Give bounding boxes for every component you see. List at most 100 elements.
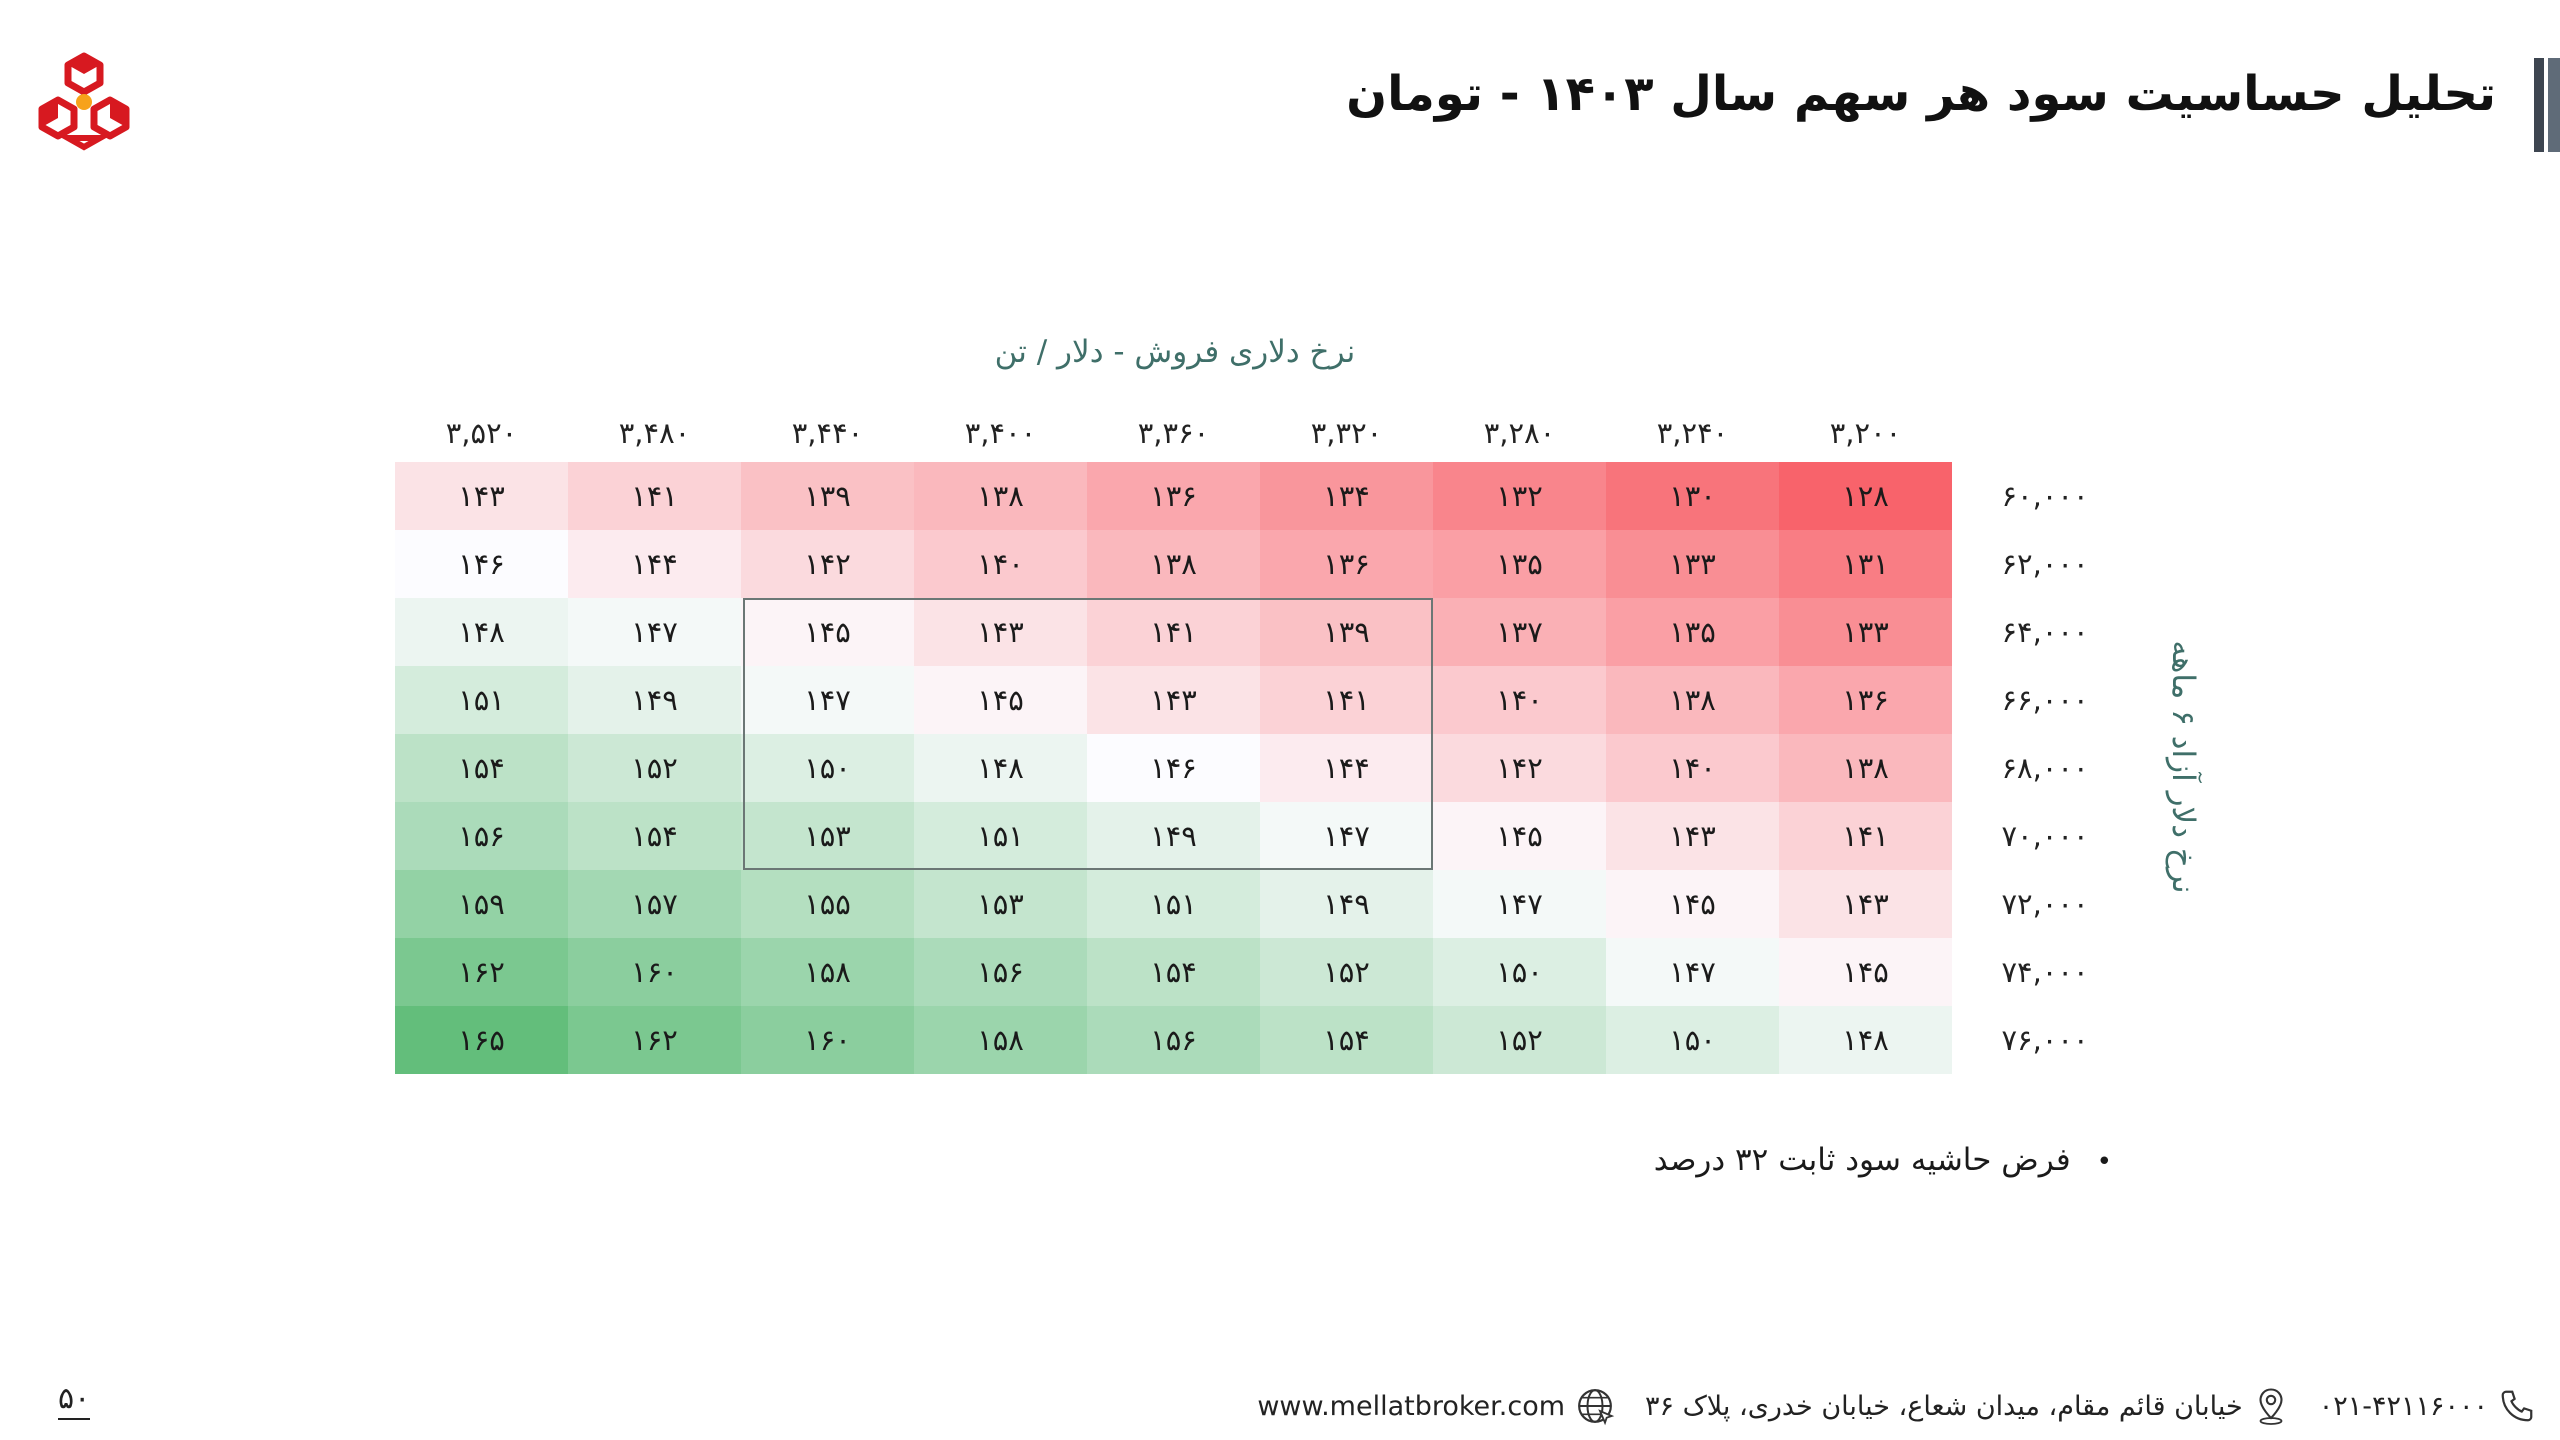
table-cell: ۱۴۳ [1087,666,1260,734]
table-cell: ۱۵۴ [1260,1006,1433,1074]
page-number: ۵۰ [58,1381,91,1420]
globe-icon [1578,1389,1615,1426]
column-header: ۳,۴۴۰ [791,416,864,450]
table-cell: ۱۴۷ [568,598,741,666]
table-cell: ۱۴۱ [1779,802,1952,870]
table-cell: ۱۴۲ [741,530,914,598]
website-link: www.mellatbroker.com [1257,1390,1566,1422]
row-header: ۶۶,۰۰۰ [2001,683,2089,717]
table-cell: ۱۵۳ [914,870,1087,938]
table-cell: ۱۵۴ [395,734,568,802]
column-axis-label: نرخ دلاری فروش - دلار / تن [994,334,1356,370]
row-header: ۷۶,۰۰۰ [2001,1023,2089,1057]
column-header: ۳,۵۲۰ [445,416,518,450]
table-cell: ۱۳۵ [1606,598,1779,666]
table-cell: ۱۵۶ [395,802,568,870]
table-cell: ۱۳۹ [1260,598,1433,666]
table-cell: ۱۴۹ [1087,802,1260,870]
phone-icon [2501,1390,2533,1422]
table-cell: ۱۴۰ [1433,666,1606,734]
table-cell: ۱۴۷ [1606,938,1779,1006]
table-cell: ۱۵۶ [1087,1006,1260,1074]
table-cell: ۱۳۵ [1433,530,1606,598]
page-title: تحلیل حساسیت سود هر سهم سال ۱۴۰۳ - تومان [1346,66,2496,122]
phone-number: ۰۲۱-۴۲۱۱۶۰۰۰ [2318,1390,2488,1422]
table-cell: ۱۵۸ [741,938,914,1006]
table-cell: ۱۴۵ [914,666,1087,734]
table-cell: ۱۴۸ [914,734,1087,802]
table-cell: ۱۴۶ [395,530,568,598]
row-header: ۶۰,۰۰۰ [2001,479,2089,513]
footer: ۰۲۱-۴۲۱۱۶۰۰۰ خیابان قائم مقام، میدان شعا… [1227,1386,2536,1426]
row-header: ۷۲,۰۰۰ [2001,887,2089,921]
column-header: ۳,۲۸۰ [1483,416,1556,450]
table-cell: ۱۵۰ [1606,1006,1779,1074]
table-cell: ۱۴۷ [1433,870,1606,938]
table-cell: ۱۳۱ [1779,530,1952,598]
column-header: ۳,۳۲۰ [1310,416,1383,450]
table-cell: ۱۳۰ [1606,462,1779,530]
table-cell: ۱۵۶ [914,938,1087,1006]
table-cell: ۱۴۵ [741,598,914,666]
row-header: ۷۴,۰۰۰ [2001,955,2089,989]
table-cell: ۱۵۲ [1433,1006,1606,1074]
table-cell: ۱۴۳ [1606,802,1779,870]
table-cell: ۱۴۷ [1260,802,1433,870]
table-cell: ۱۴۴ [1260,734,1433,802]
table-cell: ۱۴۰ [1606,734,1779,802]
table-cell: ۱۵۲ [1260,938,1433,1006]
table-cell: ۱۶۲ [568,1006,741,1074]
table-cell: ۱۳۳ [1606,530,1779,598]
table-cell: ۱۴۸ [395,598,568,666]
table-cell: ۱۵۵ [741,870,914,938]
row-axis-label: نرخ دلار آزاد ۶ ماهه [2165,640,2201,894]
table-cell: ۱۳۳ [1779,598,1952,666]
column-header: ۳,۲۴۰ [1656,416,1729,450]
bullet-icon: • [2096,1147,2112,1177]
footer-website[interactable]: www.mellatbroker.com [1257,1386,1615,1426]
table-cell: ۱۵۹ [395,870,568,938]
table-cell: ۱۲۸ [1779,462,1952,530]
column-header: ۳,۴۰۰ [964,416,1037,450]
column-header: ۳,۳۶۰ [1137,416,1210,450]
table-cell: ۱۵۱ [914,802,1087,870]
table-cell: ۱۴۹ [568,666,741,734]
table-cell: ۱۳۷ [1433,598,1606,666]
table-cell: ۱۳۸ [1087,530,1260,598]
table-cell: ۱۵۰ [741,734,914,802]
table-cell: ۱۴۱ [1260,666,1433,734]
table-cell: ۱۵۱ [1087,870,1260,938]
table-cell: ۱۳۲ [1433,462,1606,530]
table-cell: ۱۵۸ [914,1006,1087,1074]
table-cell: ۱۴۵ [1606,870,1779,938]
table-cell: ۱۶۲ [395,938,568,1006]
table-cell: ۱۴۱ [568,462,741,530]
table-cell: ۱۴۷ [741,666,914,734]
table-cell: ۱۵۴ [1087,938,1260,1006]
table-cell: ۱۴۳ [914,598,1087,666]
table-cell: ۱۴۶ [1087,734,1260,802]
column-header: ۳,۴۸۰ [618,416,691,450]
table-cell: ۱۵۰ [1433,938,1606,1006]
table-cell: ۱۳۸ [1606,666,1779,734]
row-header: ۷۰,۰۰۰ [2001,819,2089,853]
table-cell: ۱۵۱ [395,666,568,734]
table-cell: ۱۴۴ [568,530,741,598]
table-cell: ۱۴۱ [1087,598,1260,666]
footer-phone[interactable]: ۰۲۱-۴۲۱۱۶۰۰۰ [2319,1387,2536,1425]
address-text: خیابان قائم مقام، میدان شعاع، خیابان خدر… [1645,1390,2243,1422]
column-header: ۳,۲۰۰ [1829,416,1902,450]
assumption-note-text: فرض حاشیه سود ثابت ۳۲ درصد [1653,1142,2071,1178]
table-cell: ۱۵۴ [568,802,741,870]
table-cell: ۱۴۳ [1779,870,1952,938]
table-cell: ۱۳۹ [741,462,914,530]
table-cell: ۱۳۶ [1779,666,1952,734]
table-cell: ۱۶۵ [395,1006,568,1074]
table-cell: ۱۴۵ [1779,938,1952,1006]
table-cell: ۱۳۶ [1087,462,1260,530]
table-cell: ۱۳۶ [1260,530,1433,598]
table-cell: ۱۳۸ [1779,734,1952,802]
assumption-note: • فرض حاشیه سود ثابت ۳۲ درصد [1654,1142,2112,1178]
table-cell: ۱۴۳ [395,462,568,530]
table-cell: ۱۳۸ [914,462,1087,530]
